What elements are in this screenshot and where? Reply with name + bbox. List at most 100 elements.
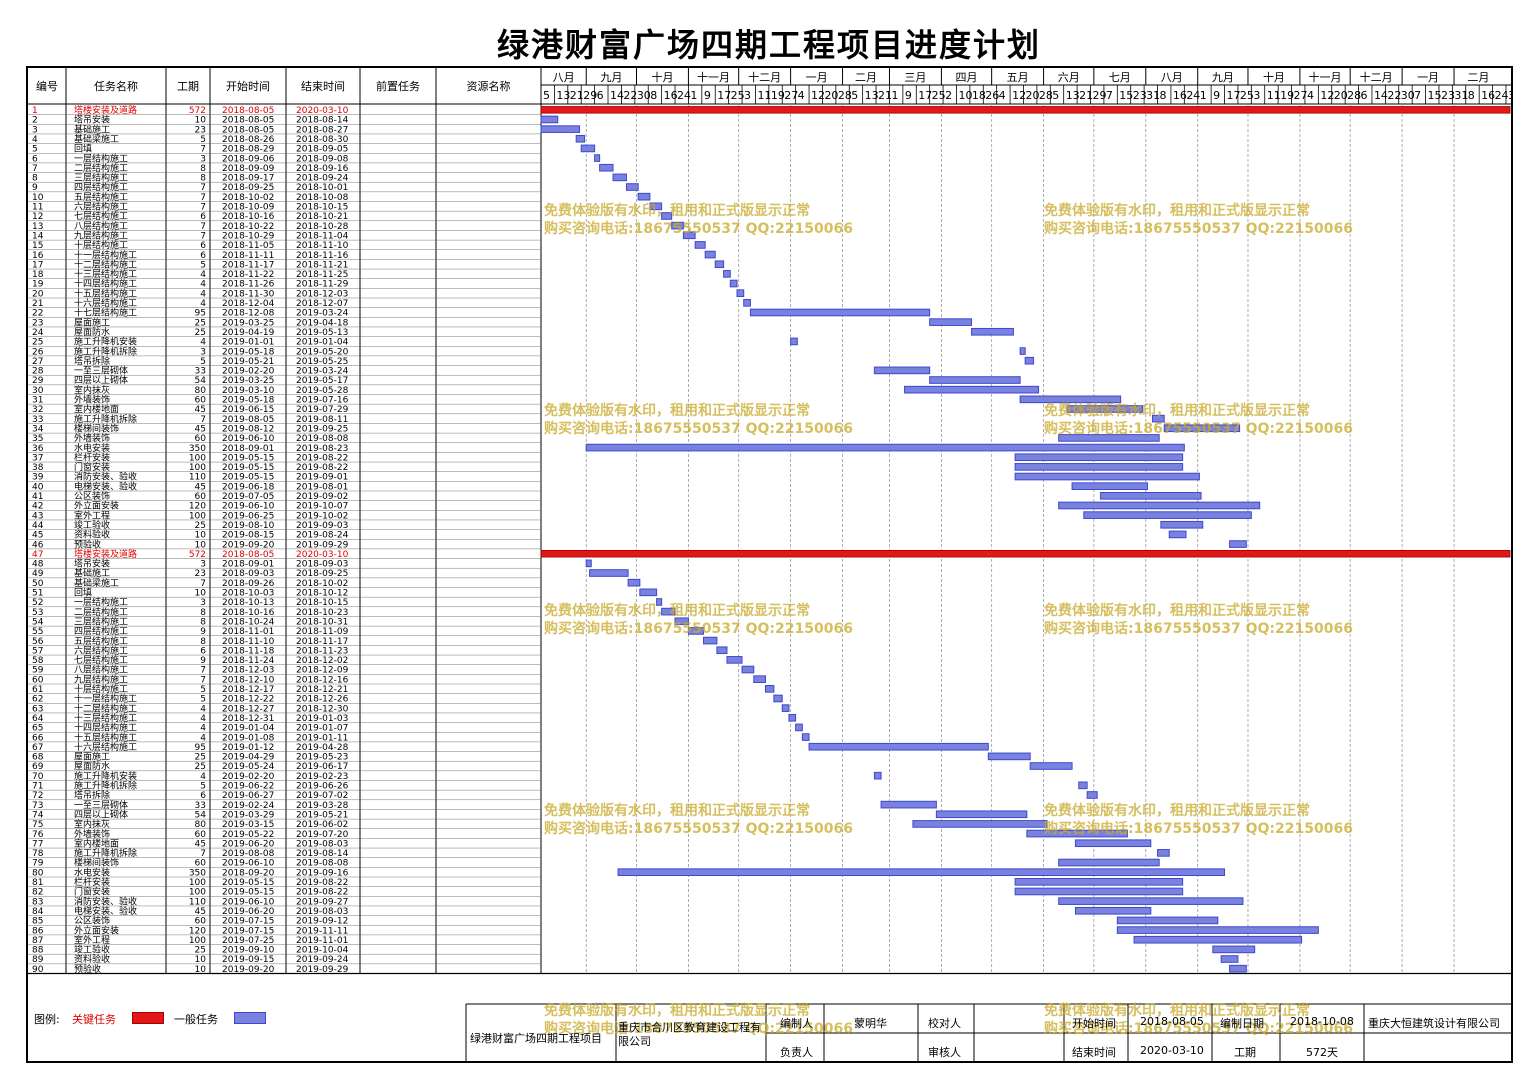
task-name: 外墙装饰 bbox=[74, 828, 110, 840]
task-name: 塔吊安装 bbox=[74, 114, 110, 126]
day-label: 22 bbox=[623, 89, 637, 102]
task-name: 一层结构施工 bbox=[74, 596, 128, 608]
task-end: 2018-08-27 bbox=[296, 125, 348, 135]
month-label: 六月 bbox=[1058, 71, 1080, 84]
task-duration: 95 bbox=[195, 743, 206, 753]
day-label: 9 bbox=[905, 89, 912, 102]
task-start: 2018-12-04 bbox=[222, 299, 275, 309]
day-label: 3 bbox=[744, 89, 751, 102]
task-id: 72 bbox=[32, 791, 43, 801]
task-start: 2018-09-06 bbox=[222, 154, 275, 164]
task-name: 七层结构施工 bbox=[74, 654, 128, 666]
task-duration: 8 bbox=[200, 164, 206, 174]
task-name: 四层结构施工 bbox=[74, 181, 128, 193]
task-bar bbox=[1157, 849, 1170, 857]
task-start: 2018-08-05 bbox=[222, 106, 274, 116]
day-label: 8 bbox=[1468, 89, 1475, 102]
task-duration: 10 bbox=[195, 955, 207, 965]
task-bar bbox=[795, 723, 803, 732]
task-name: 十三层结构施工 bbox=[74, 268, 137, 280]
task-name: 二层结构施工 bbox=[74, 606, 128, 618]
task-bar bbox=[637, 192, 651, 201]
task-name: 六层结构施工 bbox=[74, 644, 128, 656]
task-id: 21 bbox=[32, 299, 43, 309]
page-title: 绿港财富广场四期工程项目进度计划 bbox=[496, 26, 1041, 64]
task-bar bbox=[599, 163, 614, 172]
task-duration: 60 bbox=[195, 830, 207, 840]
day-label: 29 bbox=[583, 89, 597, 102]
task-bar bbox=[704, 250, 716, 259]
task-id: 26 bbox=[32, 347, 44, 357]
task-duration: 23 bbox=[195, 569, 206, 579]
month-label: 十一月 bbox=[1309, 70, 1342, 84]
task-start: 2018-09-20 bbox=[222, 868, 275, 878]
task-id: 37 bbox=[32, 453, 43, 463]
task-bar bbox=[649, 202, 663, 211]
task-end: 2019-09-01 bbox=[296, 473, 348, 483]
task-name: 十三层结构施工 bbox=[74, 712, 137, 724]
task-duration: 4 bbox=[200, 270, 206, 280]
task-duration: 25 bbox=[195, 328, 206, 338]
task-id: 50 bbox=[32, 579, 44, 589]
month-label: 十一月 bbox=[697, 70, 730, 84]
task-end: 2018-09-16 bbox=[296, 164, 349, 174]
task-name: 资料验收 bbox=[74, 529, 110, 541]
task-bar bbox=[873, 771, 882, 780]
day-label: 23 bbox=[1441, 89, 1455, 102]
task-start: 2018-10-09 bbox=[222, 203, 275, 213]
task-end: 2019-10-04 bbox=[296, 946, 349, 956]
task-duration: 7 bbox=[200, 849, 206, 859]
task-start: 2019-05-18 bbox=[222, 396, 275, 406]
task-id: 35 bbox=[32, 434, 43, 444]
task-bar bbox=[661, 607, 676, 616]
task-start: 2019-07-15 bbox=[222, 917, 274, 927]
task-bar bbox=[741, 665, 755, 674]
task-bar bbox=[1071, 482, 1148, 491]
day-label: 22 bbox=[1387, 89, 1401, 102]
day-label: 16 bbox=[1173, 89, 1187, 102]
task-bar bbox=[1086, 791, 1098, 799]
day-label: 9 bbox=[1213, 89, 1220, 102]
legend-critical-swatch bbox=[132, 1012, 164, 1024]
task-id: 36 bbox=[32, 444, 44, 454]
task-bar bbox=[703, 636, 718, 645]
column-header: 结束时间 bbox=[301, 80, 345, 93]
task-id: 77 bbox=[32, 839, 43, 849]
task-duration: 45 bbox=[195, 424, 206, 434]
day-label: 17 bbox=[1227, 89, 1241, 102]
task-name: 施工升降机拆除 bbox=[74, 847, 137, 859]
task-name: 一至三层砌体 bbox=[74, 799, 128, 811]
task-duration: 4 bbox=[200, 280, 206, 290]
task-duration: 25 bbox=[195, 318, 206, 328]
task-bar bbox=[1074, 839, 1152, 848]
task-bar bbox=[1220, 955, 1239, 963]
day-label: 17 bbox=[717, 89, 731, 102]
task-start: 2019-09-15 bbox=[222, 955, 274, 965]
task-name: 四层以上砌体 bbox=[74, 374, 128, 386]
month-label: 一月 bbox=[806, 71, 828, 84]
task-duration: 7 bbox=[200, 222, 206, 232]
task-end: 2018-09-24 bbox=[296, 174, 349, 184]
day-label: 7 bbox=[1414, 89, 1421, 102]
task-name: 塔楼安装及道路 bbox=[74, 104, 137, 116]
task-start: 2019-07-15 bbox=[222, 926, 274, 936]
task-duration: 7 bbox=[200, 666, 206, 676]
task-duration: 45 bbox=[195, 482, 206, 492]
manager-label: 负责人 bbox=[780, 1046, 813, 1059]
task-name: 楼梯间装饰 bbox=[74, 857, 119, 869]
task-duration: 54 bbox=[195, 376, 207, 386]
day-label: 7 bbox=[1106, 89, 1113, 102]
task-name: 十层结构施工 bbox=[74, 683, 128, 695]
day-label: 20 bbox=[824, 89, 838, 102]
task-duration: 80 bbox=[195, 386, 207, 396]
task-start: 2018-08-26 bbox=[222, 135, 275, 145]
task-name: 竣工验收 bbox=[74, 944, 110, 956]
task-bar bbox=[1074, 906, 1152, 915]
owner-name: 重庆市合川区教育建设工程有限公司 bbox=[618, 1021, 761, 1048]
task-duration: 5 bbox=[200, 695, 206, 705]
task-start: 2018-09-01 bbox=[222, 560, 274, 570]
task-duration: 110 bbox=[189, 897, 206, 907]
editor-value: 蒙明华 bbox=[854, 1017, 887, 1030]
task-duration: 25 bbox=[195, 762, 206, 772]
task-id: 62 bbox=[32, 695, 43, 705]
